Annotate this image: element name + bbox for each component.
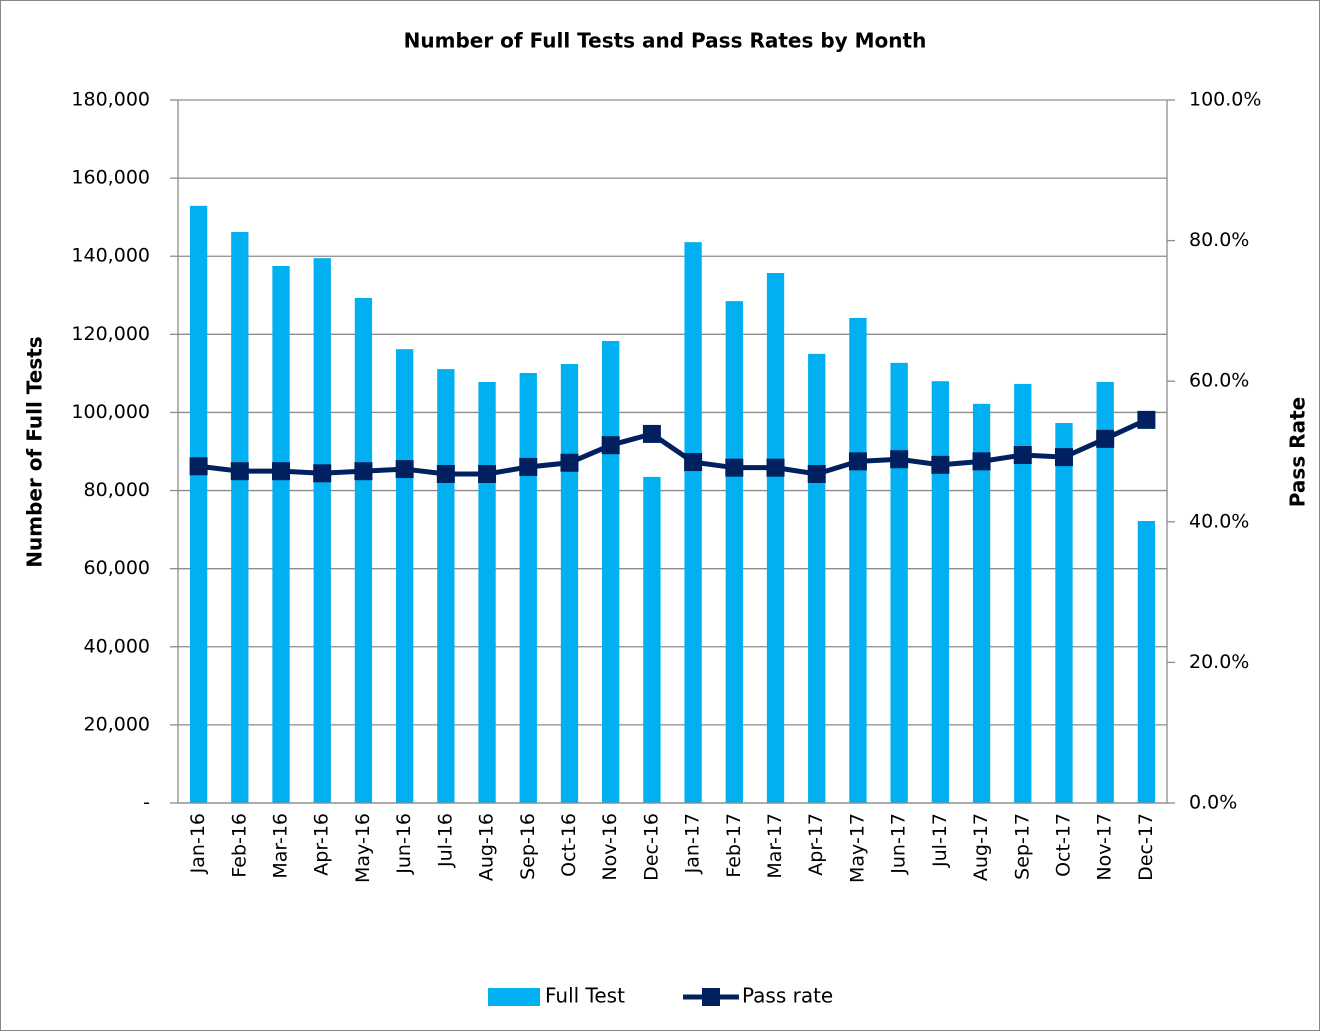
y2-tick-label: 100.0% (1189, 89, 1261, 111)
x-tick-label: Sep-16 (517, 813, 539, 880)
bar (354, 298, 373, 803)
bar (395, 349, 414, 803)
y2-tick-label: 40.0% (1189, 510, 1249, 532)
x-tick-label: Mar-16 (270, 813, 292, 879)
marker (601, 436, 620, 455)
x-tick-label: Jan-17 (682, 813, 704, 874)
legend-label: Pass rate (742, 984, 833, 1008)
marker (766, 458, 785, 477)
y-tick-label: 160,000 (71, 167, 150, 189)
y2-tick-label: 60.0% (1189, 370, 1249, 392)
x-tick-label: Jun-16 (393, 813, 415, 875)
x-tick-label: Sep-17 (1011, 813, 1033, 880)
y2-tick-label: 80.0% (1189, 229, 1249, 251)
bar (519, 372, 537, 803)
y-tick-label: 40,000 (84, 635, 150, 657)
x-tick-label: Jan-16 (187, 813, 209, 874)
y-tick-label: 180,000 (71, 89, 150, 111)
y-axis-title: Number of Full Tests (23, 336, 47, 567)
marker (519, 457, 538, 476)
y-tick-label: 20,000 (84, 713, 150, 735)
bar (602, 340, 620, 803)
marker (684, 453, 703, 472)
bar (1096, 381, 1114, 803)
marker (436, 464, 455, 483)
marker (230, 462, 249, 481)
x-tick-label: Nov-16 (599, 813, 621, 881)
legend-swatch (488, 988, 540, 1006)
bar (643, 476, 661, 803)
legend-label: Full Test (545, 984, 625, 1008)
x-tick-label: Feb-17 (723, 813, 745, 878)
x-tick-label: Aug-16 (476, 813, 498, 881)
y-tick-label: - (143, 792, 150, 814)
marker (931, 455, 950, 474)
bar (231, 232, 249, 803)
y2-tick-label: 20.0% (1189, 651, 1249, 673)
marker (1096, 429, 1115, 448)
y2-tick-label: 0.0% (1189, 792, 1237, 814)
x-tick-label: Jul-17 (929, 813, 951, 868)
bar (1014, 383, 1032, 803)
legend-marker (702, 988, 720, 1006)
marker (478, 464, 497, 483)
marker (725, 458, 744, 477)
x-tick-label: Jul-16 (434, 813, 456, 868)
bar (1137, 521, 1156, 803)
y-tick-label: 100,000 (71, 401, 150, 423)
x-tick-label: Jun-17 (888, 813, 910, 875)
marker (1137, 410, 1156, 429)
marker (890, 450, 909, 469)
bar (808, 353, 826, 803)
bar (272, 265, 290, 804)
bar (766, 273, 785, 803)
x-tick-label: Mar-17 (764, 813, 786, 879)
x-tick-label: May-17 (846, 813, 868, 883)
marker (560, 453, 579, 472)
bar (849, 317, 867, 803)
bar (972, 403, 991, 803)
marker (1054, 448, 1073, 467)
y2-axis-title: Pass Rate (1286, 397, 1310, 507)
y-tick-label: 140,000 (71, 245, 150, 267)
marker (642, 424, 661, 443)
x-tick-label: Oct-17 (1052, 813, 1074, 877)
x-tick-label: Apr-17 (805, 813, 827, 876)
bar (437, 369, 455, 803)
x-tick-label: Feb-16 (228, 813, 250, 878)
bar (560, 364, 579, 803)
marker (189, 457, 208, 476)
marker (395, 460, 414, 479)
y-tick-label: 80,000 (84, 479, 150, 501)
y-tick-label: 120,000 (71, 323, 150, 345)
marker (354, 462, 373, 481)
x-tick-label: Nov-17 (1094, 813, 1116, 881)
bar (313, 258, 331, 803)
marker (807, 464, 826, 483)
bar (189, 205, 208, 803)
x-tick-label: Aug-17 (970, 813, 992, 881)
marker (972, 452, 991, 471)
x-tick-label: Dec-16 (640, 813, 662, 881)
bar (931, 381, 950, 803)
marker (272, 462, 291, 481)
x-tick-label: Oct-16 (558, 813, 580, 877)
bar (890, 362, 908, 803)
chart-title: Number of Full Tests and Pass Rates by M… (404, 29, 927, 53)
bar (478, 381, 496, 803)
x-tick-label: May-16 (352, 813, 374, 883)
y-tick-label: 60,000 (84, 557, 150, 579)
x-tick-label: Dec-17 (1135, 813, 1157, 881)
marker (313, 464, 332, 483)
bar (725, 301, 743, 803)
x-tick-label: Apr-16 (311, 813, 333, 876)
marker (1013, 446, 1032, 465)
bar (684, 242, 702, 803)
bar (1055, 422, 1073, 803)
marker (848, 452, 867, 471)
